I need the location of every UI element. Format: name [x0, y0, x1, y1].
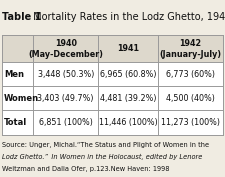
Text: 1942
(January-July): 1942 (January-July) — [159, 39, 222, 59]
Text: Lodz Ghetto.”: Lodz Ghetto.” — [0, 176, 1, 177]
Text: Table 1: Table 1 — [2, 12, 42, 22]
Text: Mortality Rates in the Lodz Ghetto, 1940-1942: Mortality Rates in the Lodz Ghetto, 1940… — [30, 12, 225, 22]
Text: 4,500 (40%): 4,500 (40%) — [166, 94, 215, 103]
Text: 6,773 (60%): 6,773 (60%) — [166, 70, 215, 79]
Text: Total: Total — [4, 118, 27, 127]
Text: Source: Unger, Michal.“The Status and Plight of Women in the: Source: Unger, Michal.“The Status and Pl… — [2, 142, 209, 148]
Text: Men: Men — [4, 70, 24, 79]
Text: Weitzman and Dalia Ofer, p.123.New Haven: 1998: Weitzman and Dalia Ofer, p.123.New Haven… — [2, 166, 170, 172]
Text: Lodz Ghetto.”  In Women in the Holocaust, edited by Lenore: Lodz Ghetto.” In Women in the Holocaust,… — [2, 154, 203, 160]
Text: 1941: 1941 — [117, 44, 139, 53]
Text: 11,273 (100%): 11,273 (100%) — [161, 118, 220, 127]
Text: 3,403 (49.7%): 3,403 (49.7%) — [38, 94, 94, 103]
Text: 3,448 (50.3%): 3,448 (50.3%) — [38, 70, 94, 79]
Text: 4,481 (39.2%): 4,481 (39.2%) — [100, 94, 156, 103]
Text: Women: Women — [4, 94, 39, 103]
Text: 6,851 (100%): 6,851 (100%) — [39, 118, 93, 127]
Text: 11,446 (100%): 11,446 (100%) — [99, 118, 158, 127]
Text: 1940
(May-December): 1940 (May-December) — [28, 39, 103, 59]
Text: 6,965 (60.8%): 6,965 (60.8%) — [100, 70, 156, 79]
